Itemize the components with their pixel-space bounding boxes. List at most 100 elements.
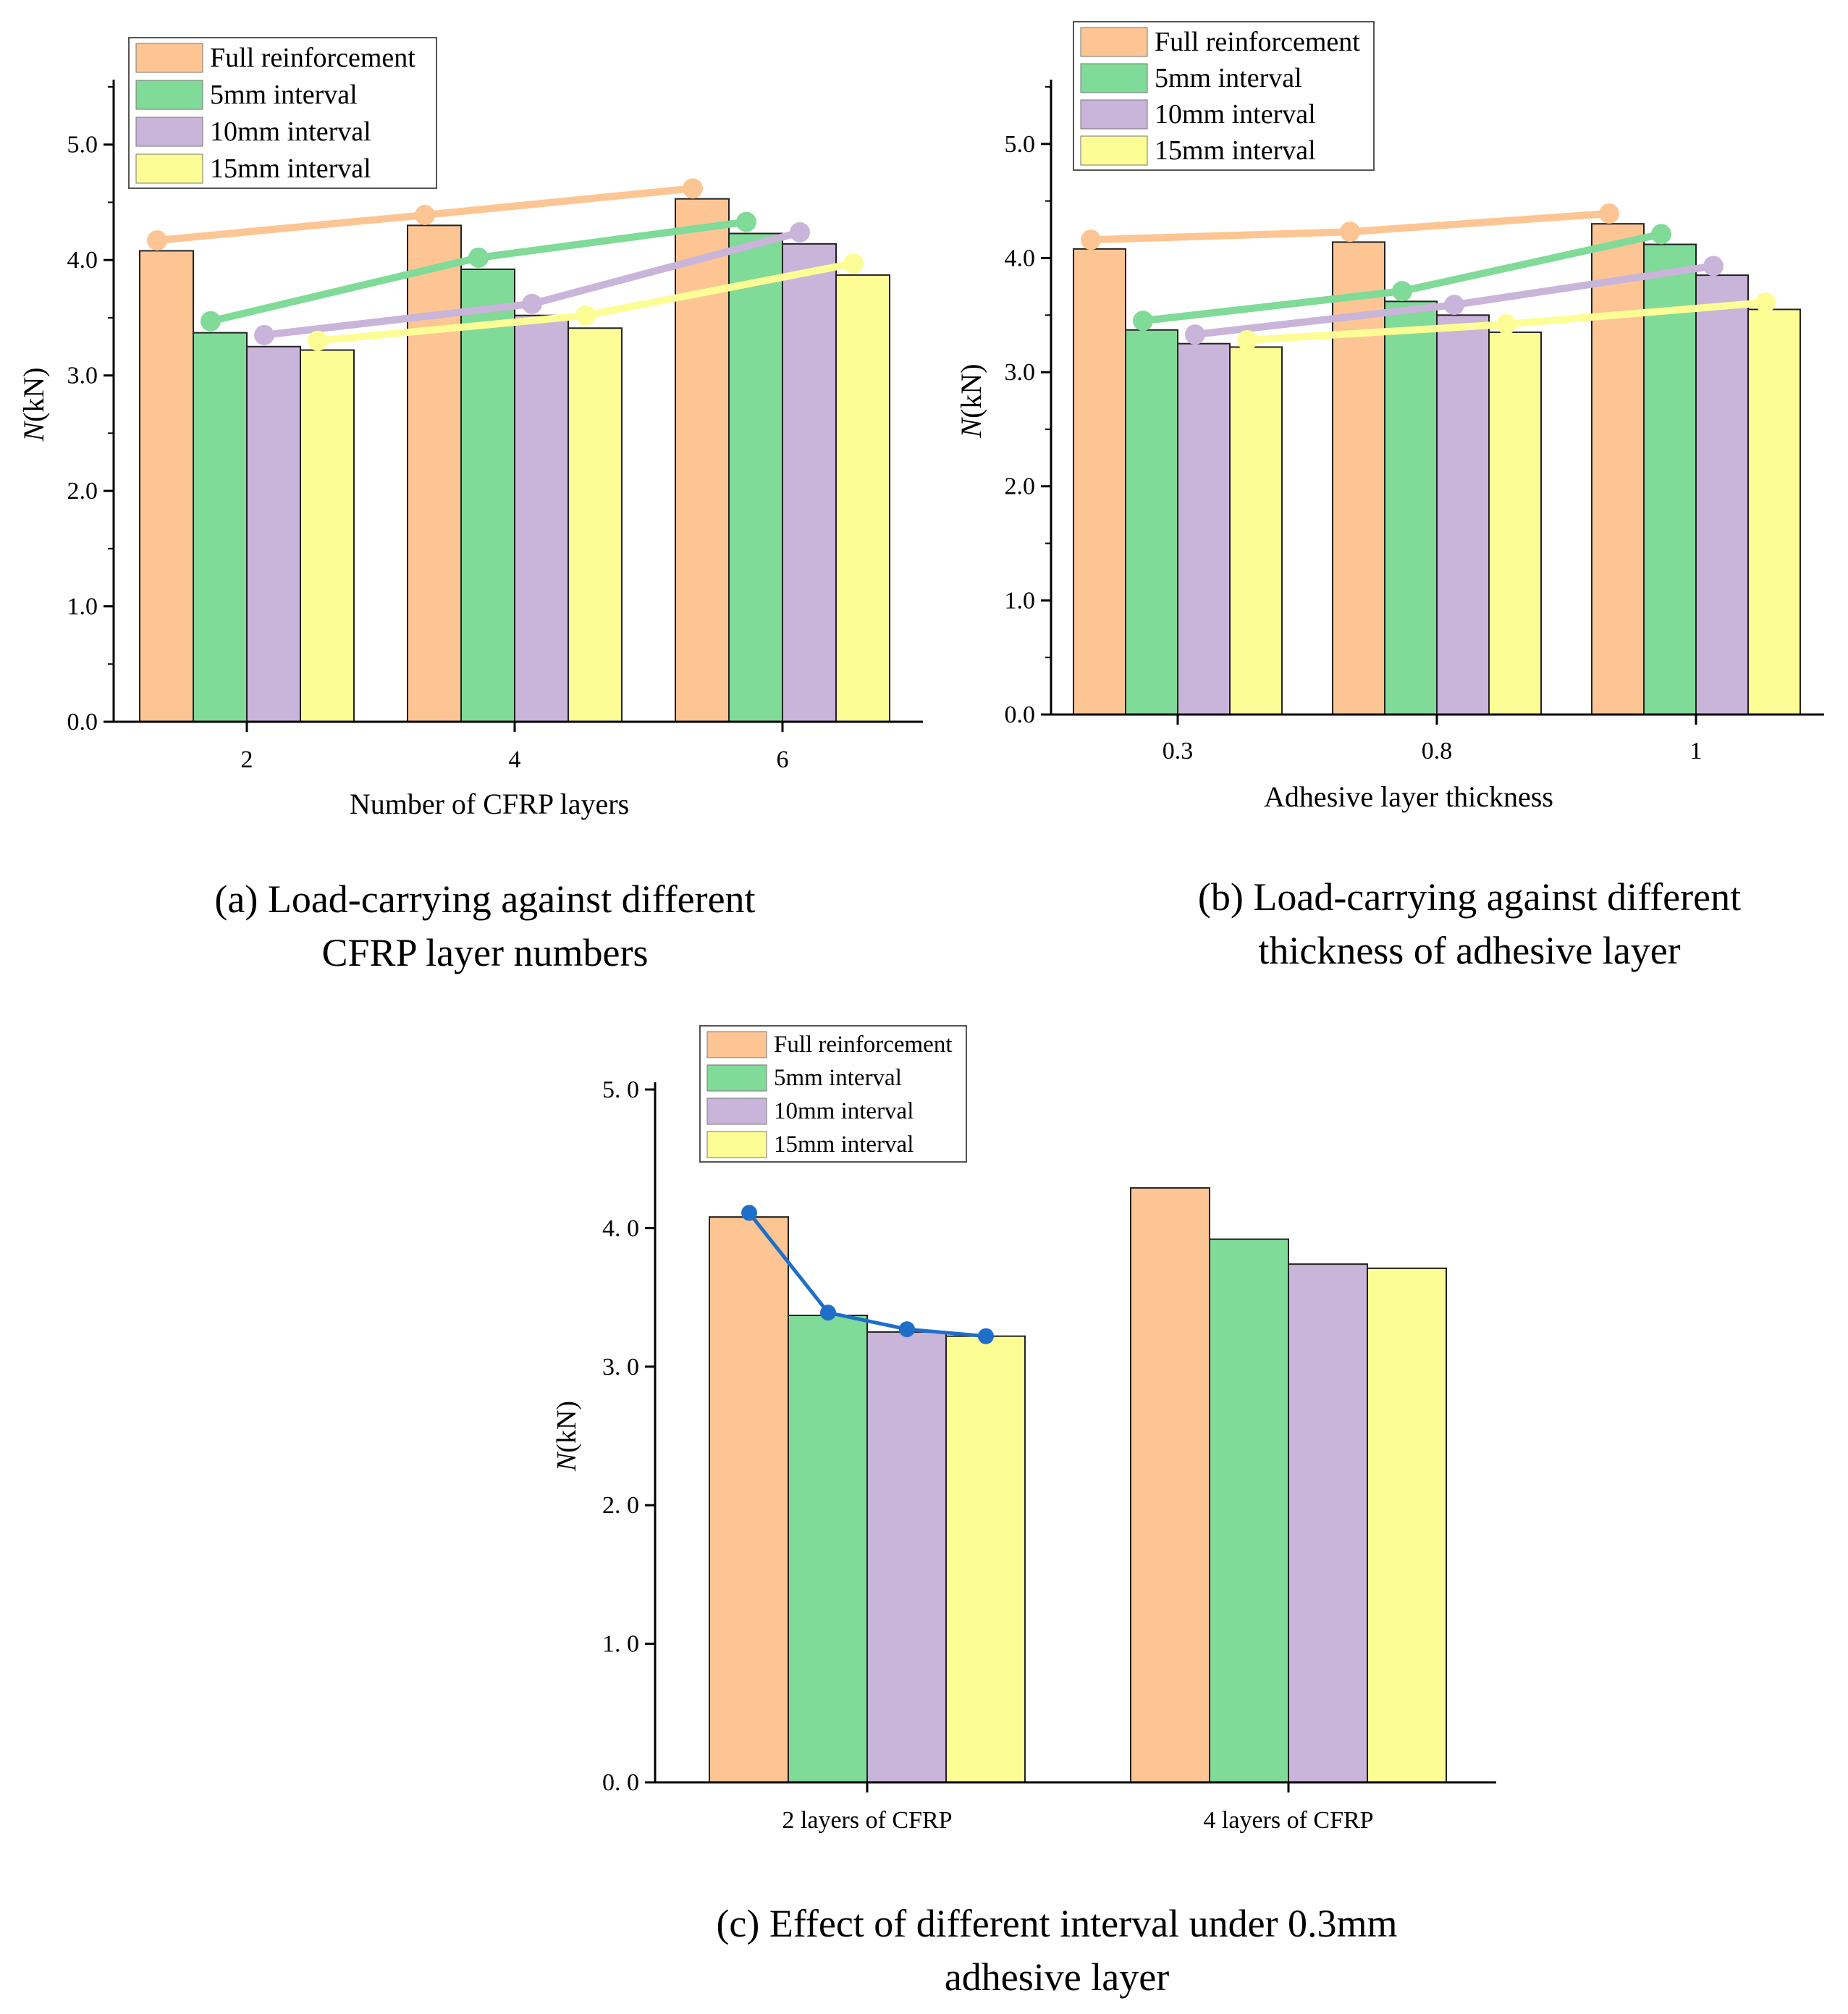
caption-a-line-1: (a) Load-carrying against different bbox=[214, 877, 756, 921]
caption-c-line-1: (c) Effect of different interval under 0… bbox=[716, 1902, 1398, 1945]
bar-a-s1-3 bbox=[675, 198, 730, 722]
legend-a: Full reinforcement 5mm interval 10mm inter… bbox=[128, 37, 437, 189]
bar-a-s2-2 bbox=[460, 268, 515, 722]
bar-c-s1-2 bbox=[1130, 1187, 1210, 1784]
bar-a-s4-1 bbox=[300, 349, 355, 723]
y-tick-label-a-2: 2.0 bbox=[67, 478, 98, 505]
caption-c-line-2: adhesive layer bbox=[944, 1955, 1170, 1999]
legend-label-a-4: 15mm interval bbox=[210, 153, 371, 184]
y-tick-label-b-2: 2.0 bbox=[1005, 473, 1036, 500]
y-tick-label-c-4: 4. 0 bbox=[602, 1215, 639, 1242]
bar-c-s2-1 bbox=[788, 1314, 868, 1784]
legend-swatch-c-4 bbox=[706, 1131, 767, 1158]
y-tick-label-a-3: 3.0 bbox=[67, 363, 98, 389]
y-tick-label-c-1: 1. 0 bbox=[602, 1631, 639, 1658]
x-axis-label-b: Adhesive layer thickness bbox=[1264, 780, 1553, 813]
bar-b-s3-2 bbox=[1436, 314, 1490, 716]
legend-label-c-1: Full reinforcement bbox=[774, 1032, 953, 1058]
legend-label-b-2: 5mm interval bbox=[1155, 63, 1302, 93]
legend-label-a-2: 5mm interval bbox=[210, 80, 358, 110]
bar-b-s2-2 bbox=[1384, 300, 1438, 715]
trend-marker-b-s3-2 bbox=[1444, 295, 1464, 316]
legend-swatch-a-3 bbox=[135, 117, 203, 147]
y-axis-label-a: N(kN) bbox=[17, 367, 50, 442]
bar-b-s4-3 bbox=[1747, 308, 1801, 715]
bar-b-s3-1 bbox=[1177, 342, 1231, 715]
chart-a: 0.0 1.0 2.0 3.0 4.0 5.0 2 4 6 Number of CFRP laye… bbox=[17, 37, 923, 820]
bar-b-s2-3 bbox=[1643, 243, 1697, 715]
legend-swatch-b-4 bbox=[1080, 135, 1148, 166]
caption-a: (a) Load-carrying against different CFRP… bbox=[43, 872, 927, 979]
y-axis-label-b: N(kN) bbox=[955, 363, 987, 438]
trend-marker-b-s4-3 bbox=[1755, 292, 1776, 313]
trend-marker-a-s4-2 bbox=[575, 305, 596, 326]
x-tick-label-a-3: 6 bbox=[777, 746, 789, 773]
bar-b-s2-1 bbox=[1125, 329, 1178, 715]
trend-marker-a-s1-1 bbox=[147, 230, 167, 251]
x-tick-label-a-1: 2 bbox=[241, 746, 253, 773]
bar-b-s4-1 bbox=[1229, 346, 1283, 715]
bar-b-s1-1 bbox=[1073, 248, 1126, 715]
caption-b-line-1: (b) Load-carrying against different bbox=[1197, 875, 1742, 919]
legend-label-c-4: 15mm interval bbox=[774, 1132, 914, 1158]
caption-c: (c) Effect of different interval under 0… bbox=[543, 1897, 1571, 2004]
bar-a-s3-2 bbox=[514, 314, 569, 723]
bar-a-s1-1 bbox=[139, 250, 194, 722]
trend-marker-b-s4-1 bbox=[1237, 329, 1257, 350]
trend-marker-b-s4-2 bbox=[1496, 313, 1516, 334]
y-tick-label-b-5: 5.0 bbox=[1005, 131, 1036, 158]
y-tick-label-b-4: 4.0 bbox=[1005, 245, 1036, 271]
y-tick-label-a-0: 0.0 bbox=[67, 709, 98, 736]
legend-label-a-3: 10mm interval bbox=[210, 117, 371, 147]
y-tick-label-c-2: 2. 0 bbox=[602, 1492, 639, 1519]
trend-marker-a-s1-2 bbox=[415, 204, 435, 225]
y-axis-label-c: N(kN) bbox=[552, 1401, 582, 1472]
trend-marker-c-2 bbox=[820, 1305, 836, 1321]
bar-a-s4-3 bbox=[835, 274, 890, 723]
trend-marker-c-4 bbox=[978, 1328, 994, 1344]
legend-swatch-b-2 bbox=[1080, 63, 1148, 93]
chart-c: 0. 0 1. 0 2. 0 3. 0 4. 0 5. 0 2 layers of CFRP… bbox=[552, 1025, 1496, 1834]
bar-b-s4-2 bbox=[1488, 331, 1542, 716]
trend-line-c bbox=[748, 1211, 987, 1339]
trend-marker-a-s3-2 bbox=[522, 293, 542, 314]
x-tick-label-a-2: 4 bbox=[509, 746, 521, 773]
trend-marker-c-1 bbox=[741, 1205, 757, 1221]
y-tick-label-c-0: 0. 0 bbox=[602, 1769, 639, 1796]
y-tick-label-a-4: 4.0 bbox=[67, 247, 98, 274]
bar-c-s4-2 bbox=[1367, 1267, 1447, 1783]
bar-a-s3-3 bbox=[782, 243, 837, 723]
trend-marker-b-s1-2 bbox=[1340, 222, 1360, 243]
x-tick-label-b-1: 0.3 bbox=[1163, 738, 1194, 764]
trend-marker-a-s2-3 bbox=[736, 211, 756, 232]
bar-c-s3-2 bbox=[1288, 1263, 1368, 1783]
trend-marker-b-s1-3 bbox=[1599, 203, 1619, 224]
legend-swatch-a-1 bbox=[135, 43, 203, 73]
bar-c-s4-1 bbox=[945, 1335, 1026, 1783]
y-tick-label-b-1: 1.0 bbox=[1005, 587, 1036, 614]
trend-marker-b-s2-2 bbox=[1392, 281, 1412, 302]
legend-label-b-3: 10mm interval bbox=[1155, 99, 1316, 130]
x-tick-label-b-3: 1 bbox=[1690, 738, 1703, 764]
bar-b-s3-3 bbox=[1695, 274, 1749, 716]
bar-c-s1-1 bbox=[709, 1216, 789, 1783]
y-tick-label-a-1: 1.0 bbox=[67, 594, 98, 620]
y-tick-label-c-3: 3. 0 bbox=[602, 1354, 639, 1381]
caption-b-line-2: thickness of adhesive layer bbox=[1258, 929, 1681, 972]
trend-marker-b-s3-1 bbox=[1185, 324, 1205, 345]
y-tick-label-b-3: 3.0 bbox=[1005, 359, 1036, 386]
legend-label-b-1: Full reinforcement bbox=[1155, 27, 1360, 57]
legend-swatch-c-1 bbox=[706, 1031, 767, 1058]
trend-marker-a-s3-1 bbox=[254, 324, 274, 345]
trend-marker-a-s2-2 bbox=[468, 247, 489, 268]
legend-label-c-2: 5mm interval bbox=[774, 1065, 902, 1091]
caption-b: (b) Load-carrying against different thic… bbox=[1028, 870, 1848, 977]
trend-marker-b-s1-1 bbox=[1081, 229, 1101, 250]
legend-swatch-a-2 bbox=[135, 80, 203, 110]
legend-swatch-b-1 bbox=[1080, 27, 1148, 57]
x-axis-label-a: Number of CFRP layers bbox=[350, 788, 629, 820]
bar-a-s2-3 bbox=[728, 232, 783, 722]
bar-c-s2-2 bbox=[1209, 1238, 1289, 1784]
caption-a-line-2: CFRP layer numbers bbox=[321, 931, 649, 974]
